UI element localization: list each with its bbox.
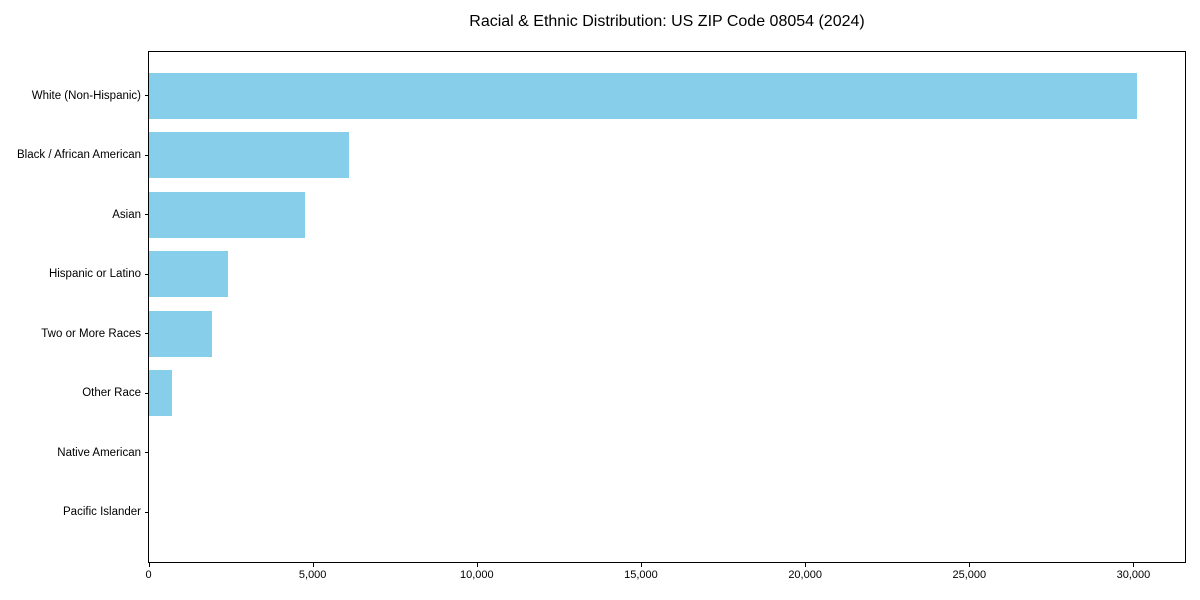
x-axis-tick: [312, 563, 314, 567]
x-axis-tick: [805, 563, 807, 567]
bar: [149, 72, 1138, 119]
bar: [149, 310, 213, 357]
bar: [149, 251, 229, 298]
x-axis-tick-label: 25,000: [952, 569, 987, 581]
y-axis-label: Hispanic or Latino: [48, 268, 141, 281]
y-axis-tick: [144, 154, 149, 156]
plot-area: [148, 51, 1186, 563]
bar: [149, 132, 349, 179]
x-axis-tick-label: 20,000: [788, 569, 822, 581]
chart-title: Racial & Ethnic Distribution: US ZIP Cod…: [469, 13, 865, 30]
x-axis-tick: [969, 563, 971, 567]
y-axis-tick: [144, 333, 149, 335]
y-axis-tick: [144, 214, 149, 216]
y-axis-tick: [144, 392, 149, 394]
y-axis-label: Pacific Islander: [63, 506, 141, 519]
y-axis-label: Black / African American: [17, 149, 141, 162]
y-axis-label: Native American: [57, 446, 141, 459]
x-axis-tick: [1133, 563, 1135, 567]
x-axis-tick-label: 0: [145, 569, 152, 581]
x-axis-tick: [148, 563, 150, 567]
x-axis-tick-label: 10,000: [459, 569, 494, 581]
bar: [149, 191, 306, 238]
x-axis-tick-label: 30,000: [1116, 569, 1151, 581]
bar: [149, 370, 172, 417]
x-axis-tick: [476, 563, 478, 567]
x-axis-tick-label: 5,000: [298, 569, 327, 581]
x-axis-tick-label: 15,000: [624, 569, 658, 581]
y-axis-tick: [144, 452, 149, 454]
y-axis-label: Other Race: [82, 387, 141, 400]
y-axis-label: White (Non-Hispanic): [31, 89, 141, 102]
y-axis-tick: [144, 95, 149, 97]
y-axis-label: Two or More Races: [41, 327, 141, 340]
y-axis-tick: [144, 273, 149, 275]
y-axis-label: Asian: [112, 208, 141, 221]
x-axis-tick: [640, 563, 642, 567]
y-axis-tick: [144, 511, 149, 513]
